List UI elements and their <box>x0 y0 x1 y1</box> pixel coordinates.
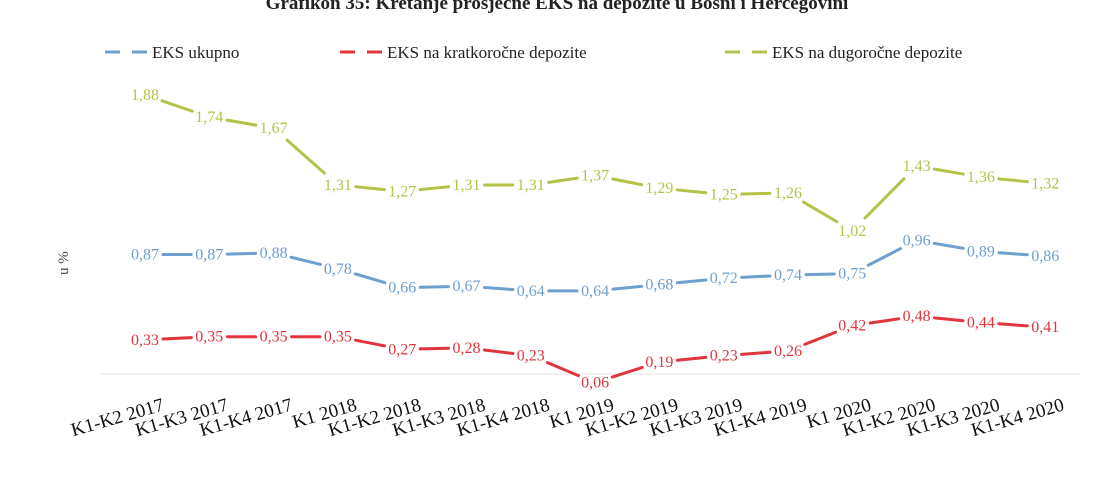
series-2-segment-1 <box>225 118 258 127</box>
series-2-label-5: 1,31 <box>453 177 481 194</box>
series-2-label-11: 1,02 <box>838 223 866 240</box>
series-2-label-3: 1,31 <box>324 177 352 194</box>
series-2-segment-6 <box>547 176 579 184</box>
series-2-label-1: 1,74 <box>195 109 223 126</box>
series-0-label-2: 0,88 <box>260 245 288 262</box>
legend-label-2: EKS na dugoročne depozite <box>772 43 962 62</box>
series-1-label-5: 0,28 <box>453 340 481 357</box>
legend: EKS ukupno EKS na kratkoročne depozite EKS… <box>105 43 962 62</box>
series-1-segment-6 <box>545 361 580 378</box>
series-0-label-7: 0,64 <box>581 283 609 300</box>
series-2-segment-12 <box>932 167 965 176</box>
series-0-label-4: 0,66 <box>388 280 416 297</box>
series-0-label-9: 0,72 <box>710 270 738 287</box>
series-2-segment-8 <box>675 188 708 195</box>
series-1-label-3: 0,35 <box>324 329 352 346</box>
series-0-label-11: 0,75 <box>838 266 866 283</box>
series-0-label-0: 0,87 <box>131 247 159 264</box>
series-1-label-14: 0,41 <box>1031 319 1059 336</box>
series-0-label-5: 0,67 <box>453 278 481 295</box>
series-2-segment-3 <box>354 185 386 192</box>
series-2-segment-10 <box>802 200 839 224</box>
series-0-label-6: 0,64 <box>517 283 545 300</box>
series-2-label-13: 1,36 <box>967 169 995 186</box>
series-1-segment-11 <box>868 317 901 325</box>
series-0-label-13: 0,89 <box>967 243 995 260</box>
series-0-label-14: 0,86 <box>1031 248 1059 265</box>
series-1-segment-5 <box>482 348 515 355</box>
series-1-label-13: 0,44 <box>967 314 995 331</box>
series-1-label-7: 0,06 <box>581 375 609 392</box>
series-1-segment-3 <box>354 338 387 348</box>
series-2-segment-9 <box>740 191 772 196</box>
series-0-segment-3 <box>353 272 387 285</box>
series-0-label-12: 0,96 <box>903 232 931 249</box>
series-2-label-14: 1,32 <box>1031 175 1059 192</box>
series-0-label-10: 0,74 <box>774 267 802 284</box>
series-1-label-11: 0,42 <box>838 318 866 335</box>
series-2-segment-11 <box>863 177 906 220</box>
series-1-segment-7 <box>610 365 644 379</box>
series-0-segment-4 <box>418 285 451 289</box>
series-1-label-1: 0,35 <box>195 329 223 346</box>
series-1-label-6: 0,23 <box>517 348 545 365</box>
series-2-label-4: 1,27 <box>388 183 416 200</box>
series-1-segment-8 <box>675 355 708 362</box>
series-1-label-8: 0,19 <box>645 354 673 371</box>
y-axis-label: u % <box>56 251 72 275</box>
series-2-segment-2 <box>285 138 326 175</box>
series-0-segment-10 <box>804 272 836 277</box>
series-0-segment-8 <box>675 278 708 285</box>
series-0-label-8: 0,68 <box>645 277 673 294</box>
series-1-label-0: 0,33 <box>131 332 159 349</box>
series-2-segment-4 <box>418 185 451 192</box>
series-0-segment-2 <box>289 255 322 266</box>
series-0-segment-11 <box>866 247 903 267</box>
series-2-label-10: 1,26 <box>774 185 802 202</box>
series-1-segment-13 <box>997 322 1029 328</box>
series-2-label-12: 1,43 <box>903 158 931 175</box>
series-1-segment-12 <box>933 316 965 323</box>
series-1-segment-0 <box>161 336 193 341</box>
series-0-label-1: 0,87 <box>195 247 223 264</box>
series-0-segment-1 <box>225 251 258 256</box>
legend-label-1: EKS na kratkoročne depozite <box>387 43 587 62</box>
series-layer: 0,87 0,87 0,88 0,78 0,66 0,67 0,64 0,64 0,68 0,72… <box>131 87 1059 392</box>
series-2-label-0: 1,88 <box>131 87 159 104</box>
series-2-label-8: 1,29 <box>645 180 673 197</box>
series-2-segment-13 <box>997 177 1029 184</box>
series-0-segment-13 <box>997 251 1029 257</box>
series-2-segment-0 <box>160 99 194 113</box>
legend-label-0: EKS ukupno <box>152 43 239 62</box>
series-2-label-7: 1,37 <box>581 168 609 185</box>
series-1-label-10: 0,26 <box>774 343 802 360</box>
series-0-segment-5 <box>482 285 515 292</box>
series-0-label-3: 0,78 <box>324 261 352 278</box>
series-2-label-6: 1,31 <box>517 177 545 194</box>
series-1-segment-4 <box>418 346 451 351</box>
series-0-segment-7 <box>611 284 643 291</box>
series-0-segment-9 <box>740 274 772 279</box>
series-1-label-12: 0,48 <box>903 308 931 325</box>
series-0-segment-12 <box>932 241 965 250</box>
series-2-segment-7 <box>611 177 644 187</box>
series-1-label-9: 0,23 <box>710 348 738 365</box>
series-1-label-4: 0,27 <box>388 341 416 358</box>
series-2-label-9: 1,25 <box>710 187 738 204</box>
series-2-label-2: 1,67 <box>260 120 288 137</box>
chart-title: Grafikon 35: Kretanje prosječne EKS na d… <box>265 0 849 14</box>
series-1-label-2: 0,35 <box>260 329 288 346</box>
series-1-segment-10 <box>803 330 838 346</box>
series-1-segment-9 <box>740 350 772 356</box>
